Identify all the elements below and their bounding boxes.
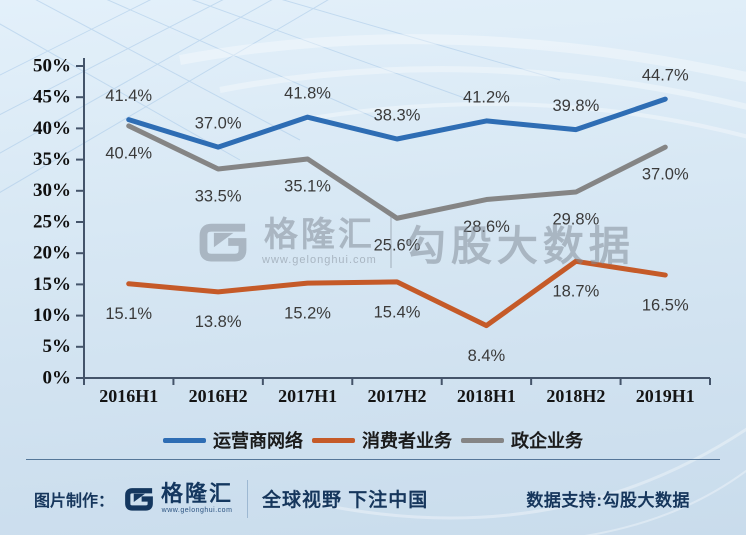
series-line	[126, 258, 668, 329]
footer-url-text: www.gelonghui.com	[161, 507, 233, 514]
y-tick-label: 40%	[33, 118, 71, 139]
data-label: 35.1%	[284, 177, 331, 195]
data-label: 15.4%	[374, 303, 421, 321]
x-category-label: 2016H1	[99, 386, 158, 406]
legend-swatch	[163, 437, 206, 443]
legend-label: 运营商网络	[213, 431, 303, 451]
x-category-label: 2018H1	[457, 386, 516, 406]
line-chart: 0% 5% 10% 15% 20% 25% 30% 35% 40% 45% 50% 2016H1 201…	[33, 55, 711, 406]
data-label: 41.8%	[284, 85, 331, 103]
series-line	[126, 96, 668, 150]
footer-vertical-divider	[247, 479, 249, 518]
data-label: 15.1%	[105, 305, 152, 323]
data-label: 37.0%	[195, 114, 242, 132]
data-label: 33.5%	[195, 187, 242, 205]
x-category-label: 2016H2	[189, 386, 248, 406]
data-label: 18.7%	[552, 283, 599, 301]
data-label: 15.2%	[284, 305, 331, 323]
data-label: 29.8%	[552, 210, 599, 228]
data-label: 41.2%	[463, 88, 510, 106]
legend-swatch	[461, 437, 504, 443]
y-tick-label: 35%	[33, 149, 71, 170]
data-support-text: 数据支持:勾股大数据	[526, 491, 690, 510]
data-label: 13.8%	[195, 313, 242, 331]
data-label: 16.5%	[642, 296, 689, 314]
x-category-label: 2017H1	[278, 386, 337, 406]
data-label: 44.7%	[642, 66, 689, 84]
legend-item: 政企业务	[461, 427, 583, 453]
y-tick-label: 50%	[33, 55, 71, 76]
x-category-label: 2017H2	[367, 386, 426, 406]
x-category-label: 2018H2	[546, 386, 605, 406]
y-tick-label: 45%	[33, 87, 71, 108]
footer-brand-text: 格隆汇	[161, 481, 234, 506]
series-line	[126, 123, 668, 221]
data-label: 41.4%	[105, 87, 152, 105]
y-tick-label: 15%	[33, 274, 71, 295]
data-label: 40.4%	[105, 144, 152, 162]
legend-label: 政企业务	[511, 431, 583, 451]
gelonghui-footer-logo-icon	[124, 484, 154, 514]
x-category-label: 2019H1	[636, 386, 695, 406]
legend-item: 运营商网络	[163, 427, 303, 453]
y-tick-label: 30%	[33, 180, 71, 201]
legend-item: 消费者业务	[312, 427, 452, 453]
data-label: 28.6%	[463, 218, 510, 236]
y-tick-label: 10%	[33, 305, 71, 326]
legend-swatch	[312, 437, 355, 443]
made-by-label: 图片制作：	[34, 492, 115, 510]
data-label: 38.3%	[374, 106, 421, 124]
legend-label: 消费者业务	[362, 431, 452, 451]
footer-divider-line	[26, 459, 720, 460]
y-tick-label: 25%	[33, 211, 71, 232]
y-tick-label: 0%	[43, 367, 72, 388]
data-label: 39.8%	[552, 97, 599, 115]
footer-slogan: 全球视野 下注中国	[262, 490, 429, 511]
y-tick-label: 5%	[43, 336, 72, 357]
data-label: 8.4%	[468, 347, 506, 365]
y-tick-label: 20%	[33, 243, 71, 264]
data-label: 37.0%	[642, 165, 689, 183]
data-label: 25.6%	[374, 237, 421, 255]
legend: 运营商网络 消费者业务 政企业务	[0, 427, 746, 453]
footer: 图片制作： 格隆汇 www.gelonghui.com 全球视野 下注中国 数据…	[0, 462, 746, 535]
